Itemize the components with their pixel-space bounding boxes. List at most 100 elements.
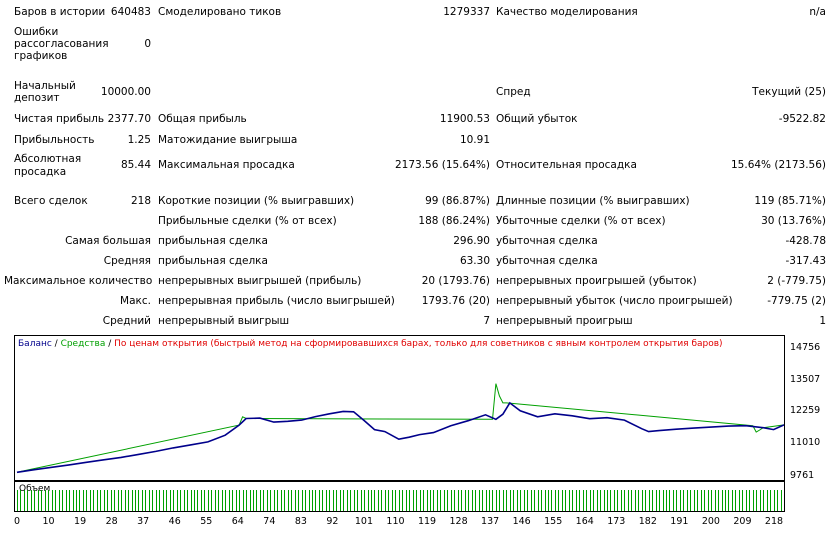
legend-sep-1: /: [51, 339, 61, 349]
x-tick-label: 209: [733, 516, 752, 527]
mismatch-value: 0: [144, 38, 151, 50]
gross-profit-value: 11900.53: [439, 113, 490, 125]
x-tick-label: 64: [231, 516, 244, 527]
net-profit-label: Чистая прибыль: [14, 113, 105, 125]
chart-legend: Баланс / Средства / По ценам открытия (б…: [18, 339, 723, 349]
mismatch-label-3: графиков: [14, 50, 68, 62]
avg-cons-wins-value: 7: [483, 315, 490, 327]
long-label: Длинные позиции (% выигравших): [496, 195, 690, 207]
gross-profit-label: Общая прибыль: [158, 113, 247, 125]
x-tick-label: 110: [386, 516, 405, 527]
long-value: 119 (85.71%): [754, 195, 826, 207]
x-tick-label: 182: [638, 516, 657, 527]
gross-loss-label: Общий убыток: [496, 113, 578, 125]
profit-factor-label: Прибыльность: [14, 134, 95, 146]
avg-cons-losses-label: непрерывный проигрыш: [496, 315, 633, 327]
rel-dd-label: Относительная просадка: [496, 159, 637, 171]
average-label: Средняя: [103, 255, 151, 267]
largest-profit-value: 296.90: [453, 235, 490, 247]
x-tick-label: 10: [42, 516, 55, 527]
y-tick-label: 12259: [790, 405, 821, 416]
max-label: Макс.: [120, 295, 151, 307]
total-trades-value: 218: [130, 195, 151, 207]
profit-trades-label: Прибыльные сделки (% от всех): [158, 215, 337, 227]
chart-plot: [16, 383, 784, 474]
max-cons-wins-label: непрерывных выигрышей (прибыль): [158, 275, 362, 287]
x-tick-label: 74: [263, 516, 276, 527]
avg-cons-losses-value: 1: [819, 315, 826, 327]
avg-label: Средний: [102, 315, 151, 327]
x-tick-label: 55: [200, 516, 213, 527]
max-cons-loss-value: -779.75 (2): [767, 295, 826, 307]
balance-chart: Баланс / Средства / По ценам открытия (б…: [14, 335, 785, 481]
y-tick-label: 14756: [790, 342, 821, 353]
x-tick-label: 146: [512, 516, 531, 527]
profit-factor-value: 1.25: [127, 134, 151, 146]
deposit-label-1: Начальный: [14, 80, 76, 92]
ticks-label: Смоделировано тиков: [158, 6, 282, 18]
bars-label: Баров в истории: [14, 6, 106, 18]
largest-label: Самая большая: [65, 235, 151, 247]
x-tick-label: 119: [417, 516, 437, 527]
spread-value: Текущий (25): [752, 86, 826, 98]
x-tick-label: 155: [544, 516, 563, 527]
x-tick-label: 83: [294, 516, 307, 527]
max-cons-profit-value: 1793.76 (20): [421, 295, 490, 307]
quality-value: n/a: [809, 6, 826, 18]
x-tick-label: 92: [326, 516, 339, 527]
largest-profit-label: прибыльная сделка: [158, 235, 268, 247]
balance-line: [16, 401, 784, 474]
quality-label: Качество моделирования: [496, 6, 638, 18]
equity-line: [16, 383, 784, 473]
max-dd-value: 2173.56 (15.64%): [395, 159, 490, 171]
x-tick-label: 28: [105, 516, 118, 527]
ticks-value: 1279337: [443, 6, 490, 18]
legend-balance: Баланс: [18, 339, 52, 349]
legend-note: По ценам открытия (быстрый метод на сфор…: [114, 339, 723, 349]
legend-sep-2: /: [105, 339, 115, 349]
x-tick-label: 101: [354, 516, 374, 527]
volume-label: Объем: [19, 484, 51, 494]
average-profit-label: прибыльная сделка: [158, 255, 268, 267]
mismatch-label-2: рассогласования: [14, 38, 109, 50]
expected-payoff-label: Матожидание выигрыша: [158, 134, 298, 146]
profit-trades-value: 188 (86.24%): [418, 215, 490, 227]
x-tick-label: 191: [670, 516, 689, 527]
deposit-label-2: депозит: [14, 92, 60, 104]
x-tick-label: 200: [701, 516, 720, 527]
net-profit-value: 2377.70: [107, 113, 151, 125]
x-tick-label: 37: [137, 516, 150, 527]
x-tick-label: 19: [74, 516, 87, 527]
loss-trades-label: Убыточные сделки (% от всех): [496, 215, 666, 227]
short-label: Короткие позиции (% выигравших): [158, 195, 355, 207]
expected-payoff-value: 10.91: [459, 134, 490, 146]
abs-dd-label-2: просадка: [14, 166, 67, 178]
y-tick-label: 11010: [790, 437, 821, 448]
y-tick-label: 13507: [790, 374, 821, 385]
abs-dd-label-1: Абсолютная: [14, 153, 82, 165]
deposit-value: 10000.00: [100, 86, 151, 98]
y-tick-label: 9761: [790, 470, 815, 481]
largest-loss-label: убыточная сделка: [496, 235, 598, 247]
avg-cons-wins-label: непрерывный выигрыш: [158, 315, 290, 327]
x-tick-label: 0: [13, 516, 21, 527]
rel-dd-value: 15.64% (2173.56): [731, 159, 826, 171]
volume-chart: Объем: [14, 481, 785, 512]
max-count-label: Максимальное количество: [4, 275, 153, 287]
bars-value: 640483: [110, 6, 151, 18]
x-tick-label: 164: [575, 516, 594, 527]
max-cons-losses-value: 2 (-779.75): [767, 275, 826, 287]
volume-plot: [17, 490, 782, 511]
max-cons-profit-label: непрерывная прибыль (число выигрышей): [158, 295, 395, 307]
x-tick-label: 46: [168, 516, 181, 527]
gross-loss-value: -9522.82: [778, 113, 826, 125]
abs-dd-value: 85.44: [120, 159, 151, 171]
x-tick-label: 137: [481, 516, 500, 527]
max-cons-losses-label: непрерывных проигрышей (убыток): [496, 275, 697, 287]
x-tick-label: 173: [607, 516, 626, 527]
x-tick-label: 218: [764, 516, 784, 527]
short-value: 99 (86.87%): [425, 195, 490, 207]
max-dd-label: Максимальная просадка: [158, 159, 295, 171]
mismatch-label-1: Ошибки: [14, 26, 59, 38]
x-tick-label: 128: [449, 516, 468, 527]
